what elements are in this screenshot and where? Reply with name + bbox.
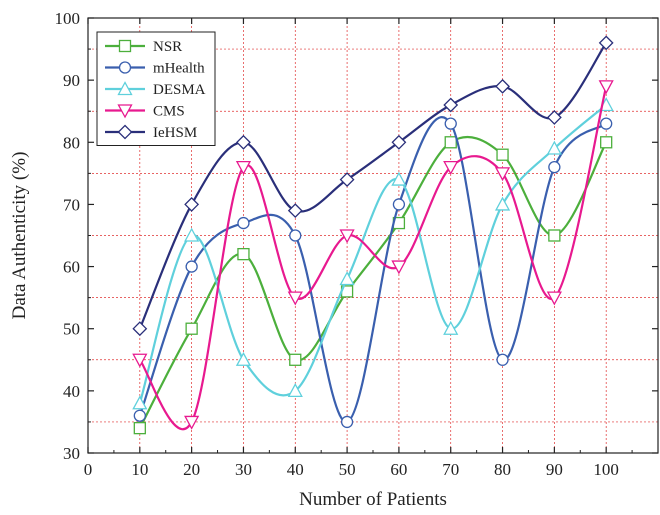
legend-item-nsr: NSR — [105, 39, 182, 55]
data-point-iehsm — [546, 110, 562, 125]
data-point-nsr — [444, 136, 457, 149]
data-point-cms — [184, 415, 200, 430]
data-point-desma — [391, 171, 407, 186]
data-point-nsr — [289, 353, 302, 366]
legend-item-desma: DESMA — [105, 81, 206, 98]
data-point-iehsm — [287, 203, 303, 219]
data-point-mhealth — [548, 160, 561, 174]
x-tick-label: 20 — [183, 460, 200, 479]
legend-marker — [117, 124, 133, 140]
series-line-desma — [138, 104, 607, 404]
x-axis-title: Number of Patients — [299, 489, 447, 510]
x-tick-label: 90 — [546, 460, 563, 479]
x-tick-label: 30 — [235, 460, 252, 479]
y-tick-label: 60 — [63, 258, 80, 277]
data-point-desma — [132, 395, 148, 410]
series-line-cms — [138, 86, 608, 431]
series-nsr — [133, 136, 613, 435]
data-point-desma — [339, 271, 355, 286]
x-tick-label: 40 — [287, 460, 304, 479]
x-tick-label: 70 — [442, 460, 459, 479]
data-point-iehsm — [495, 78, 510, 94]
data-point-nsr — [237, 247, 250, 261]
series-line-mhealth — [138, 116, 607, 424]
legend-item-cms: CMS — [105, 104, 185, 120]
data-point-iehsm — [598, 35, 614, 51]
data-point-mhealth — [289, 229, 302, 242]
data-point-desma — [287, 382, 303, 398]
data-point-cms — [132, 353, 148, 368]
y-tick-label: 70 — [63, 195, 80, 214]
series-cms — [132, 80, 614, 431]
x-tick-label: 0 — [84, 460, 93, 479]
data-point-desma — [546, 140, 562, 155]
data-point-desma — [184, 227, 200, 242]
data-point-nsr — [496, 148, 509, 161]
legend-label: NSR — [153, 39, 182, 55]
x-tick-label: 50 — [339, 460, 356, 479]
y-tick-label: 30 — [63, 444, 80, 463]
legend-label: mHealth — [153, 61, 205, 77]
series-line-iehsm — [138, 42, 608, 330]
y-tick-label: 80 — [63, 133, 80, 152]
data-point-cms — [235, 160, 252, 176]
series-layer — [132, 35, 614, 435]
data-point-iehsm — [132, 321, 148, 337]
data-point-desma — [443, 320, 459, 335]
legend-marker — [117, 104, 133, 119]
data-point-nsr — [548, 229, 561, 242]
legend-label: DESMA — [153, 82, 206, 98]
data-point-cms — [546, 291, 562, 306]
y-axis-title: Data Authenticity (%) — [9, 152, 30, 320]
legend-item-mhealth: mHealth — [105, 61, 205, 77]
data-point-mhealth — [444, 117, 457, 130]
data-point-mhealth — [600, 117, 613, 130]
data-point-iehsm — [443, 97, 459, 113]
data-point-cms — [287, 291, 303, 306]
y-tick-label: 50 — [63, 320, 80, 339]
data-point-mhealth — [185, 260, 198, 273]
data-point-cms — [598, 80, 614, 95]
series-line-nsr — [138, 136, 608, 429]
data-point-desma — [235, 351, 252, 366]
data-point-mhealth — [496, 353, 509, 366]
series-desma — [132, 97, 614, 410]
data-point-desma — [494, 196, 511, 211]
data-point-mhealth — [237, 216, 250, 230]
data-point-iehsm — [184, 197, 200, 212]
x-tick-label: 100 — [593, 460, 619, 479]
data-point-iehsm — [391, 134, 407, 150]
data-point-mhealth — [133, 409, 146, 422]
legend-marker — [117, 81, 133, 96]
data-point-cms — [339, 229, 355, 244]
legend: NSR mHealth DESMA CMS IeHSM — [96, 31, 216, 146]
legend-label: CMS — [153, 104, 185, 120]
data-point-cms — [494, 167, 511, 182]
data-point-iehsm — [339, 172, 355, 187]
series-mhealth — [133, 116, 613, 429]
axis-ticks: 0 10 20 30 40 50 60 70 80 90 100 30 40 50 60 70 80 90 100 — [55, 9, 658, 479]
data-point-mhealth — [340, 415, 354, 429]
legend-marker — [118, 61, 132, 74]
x-tick-label: 80 — [494, 460, 511, 479]
data-point-cms — [443, 160, 459, 176]
y-tick-label: 90 — [63, 71, 80, 90]
legend-marker — [118, 39, 132, 53]
series-iehsm — [132, 35, 614, 337]
data-point-nsr — [600, 136, 613, 149]
data-point-cms — [391, 260, 407, 275]
legend-item-iehsm: IeHSM — [105, 124, 197, 141]
x-tick-label: 60 — [390, 460, 407, 479]
legend-label: IeHSM — [153, 125, 197, 141]
data-point-nsr — [185, 322, 198, 335]
data-point-mhealth — [392, 198, 406, 211]
y-tick-label: 40 — [63, 382, 80, 401]
y-tick-label: 100 — [55, 9, 81, 28]
data-point-iehsm — [236, 134, 251, 150]
x-tick-label: 10 — [131, 460, 148, 479]
data-point-nsr — [133, 421, 146, 435]
